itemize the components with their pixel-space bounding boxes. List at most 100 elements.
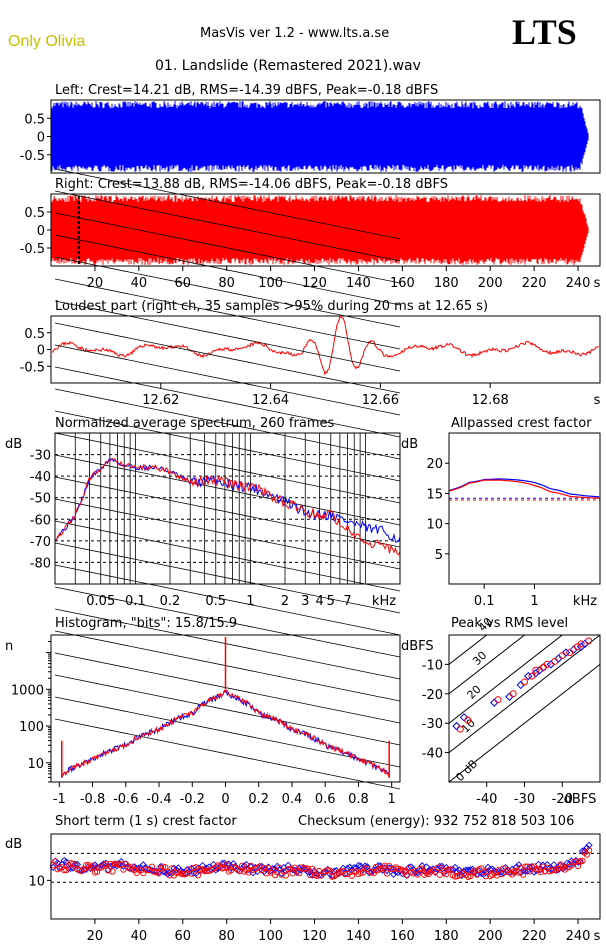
peak-vs-rms-point-right (585, 637, 593, 645)
spectrum-slope-line (54, 168, 401, 240)
short-term-point-left (499, 869, 508, 877)
histogram-xtick-label: -0.6 (113, 792, 138, 807)
histogram-series-left (61, 689, 390, 778)
short-term-frame (50, 833, 601, 920)
spectrum-slope-line (54, 520, 401, 592)
allpassed-ytick-label: 20 (426, 457, 443, 472)
right-waveform-xtick-label: 60 (174, 276, 191, 291)
peak-vs-rms-point-right (509, 690, 517, 698)
short-term-point-right (212, 864, 219, 871)
spectrum-xtick-label: 5 (327, 594, 335, 609)
short-term-point-right (537, 868, 544, 876)
allpassed-ytick-label: 10 (426, 518, 443, 533)
spectrum-xtick-label: 7 (343, 594, 351, 609)
peak-vs-rms-xtick-label: -30 (514, 792, 535, 807)
spectrum-slope-line (54, 608, 401, 680)
allpassed-ytick-label: 5 (435, 548, 443, 563)
short-term-point-right (120, 866, 127, 873)
short-term-point-left (361, 862, 369, 870)
short-term-point-right (511, 867, 518, 875)
short-term-point-right (52, 858, 59, 865)
peak-vs-rms-point-left (516, 680, 525, 690)
spectrum-slope-line (54, 388, 401, 460)
short-term-point-right (509, 871, 516, 878)
left_waveform-series (51, 101, 590, 172)
allpassed-ytick-label: 15 (426, 487, 443, 502)
short-term-point-left (247, 863, 255, 871)
allpassed-series (448, 478, 600, 498)
app-title: MasVis ver 1.2 - www.lts.a.se (200, 26, 390, 41)
short-term-point-right (148, 863, 156, 870)
short-term-point-left (117, 858, 125, 866)
spectrum-ytick-label: -80 (30, 556, 51, 571)
short-term-point-right (473, 871, 481, 878)
short-term-point-right (519, 871, 527, 878)
short-term-point-left (53, 859, 62, 867)
short-term-point-left (482, 868, 490, 877)
loudest-part-ytick-label: -0.5 (20, 360, 45, 375)
short-term-point-right (401, 868, 408, 876)
left_waveform-ytick-label: 0 (37, 131, 45, 146)
short-term-point-right (151, 868, 158, 875)
peak-vs-rms-crest-line (449, 635, 600, 754)
short-term-point-right (188, 870, 195, 877)
short-term-point-right (278, 871, 285, 878)
spectrum-slope-line (54, 300, 401, 372)
short-term-xtick-label: 80 (218, 929, 235, 944)
right-waveform-xtick-label: 160 (390, 276, 415, 291)
right-waveform-xtick-label: 140 (346, 276, 371, 291)
spectrum-slope-line (54, 696, 401, 768)
loudest-part-title: Loudest part (right ch, 35 samples >95% … (55, 299, 488, 314)
spectrum-ytick-label: -50 (30, 492, 51, 507)
short-term-point-right (550, 866, 558, 874)
short-term-point-right (155, 870, 162, 877)
peak-vs-rms-point-right (558, 652, 566, 660)
short-term-point-right (295, 869, 303, 877)
right_waveform-ytick-label: -0.5 (20, 242, 45, 257)
peak-vs-rms-point-right (456, 725, 464, 733)
spectrum-slope-line (54, 630, 401, 702)
spectrum-slope-line (54, 564, 401, 636)
spectrum-slope-line (54, 410, 401, 482)
spectrum-slope-line (54, 586, 401, 658)
short-term-point-left (396, 867, 404, 875)
peak-vs-rms-xtick-label: -20 (552, 792, 573, 807)
histogram-ytick-label: 1000 (11, 683, 44, 698)
spectrum-series-right (55, 457, 400, 556)
histogram-xtick-label: -0.8 (80, 792, 105, 807)
short-term-point-right (223, 861, 230, 868)
short-term-point-left (100, 860, 108, 868)
short-term-point-right (577, 857, 584, 865)
right-waveform-xtick-label: 40 (131, 276, 148, 291)
short-term-point-right (579, 857, 586, 865)
short-term-point-right (276, 864, 283, 872)
spectrum-xtick-label: 2 (281, 594, 289, 609)
peak-vs-rms-ytick-label: -30 (422, 717, 443, 732)
allpassed-title: Allpassed crest factor (451, 416, 592, 431)
short-term-xtick-label: 220 (522, 929, 547, 944)
short-term-point-right (306, 871, 314, 879)
short-term-point-right (197, 866, 204, 873)
allpassed-series (448, 479, 600, 499)
peak-vs-rms-xunit: dBFS (564, 792, 597, 807)
spectrum-series-left (55, 457, 400, 543)
spectrum-slope-line (54, 322, 401, 394)
peak-vs-rms-ytick-label: -20 (422, 688, 443, 703)
peak-vs-rms-crest-line (449, 663, 600, 782)
loudest-part-xtick-label: 12.64 (252, 393, 289, 408)
spectrum-xtick-label: 0.2 (160, 594, 181, 609)
spectrum-slope-line (54, 256, 401, 328)
loudest-part-xtick-label: 12.68 (472, 393, 509, 408)
peak-vs-rms-title: Peak vs RMS level (451, 616, 568, 631)
spectrum-xtick-label: 3 (301, 594, 309, 609)
peak-vs-rms-point-right (551, 657, 559, 665)
spectrum-ytick-label: -40 (30, 470, 51, 485)
short-term-point-left (354, 861, 363, 870)
peak-vs-rms-point-left (505, 692, 514, 701)
histogram-xtick-label: 0.6 (315, 792, 336, 807)
short-term-point-right (61, 866, 68, 874)
spectrum-slope-line (54, 476, 401, 548)
short-term-point-right (517, 864, 525, 871)
spectrum-slope-line (54, 432, 401, 504)
